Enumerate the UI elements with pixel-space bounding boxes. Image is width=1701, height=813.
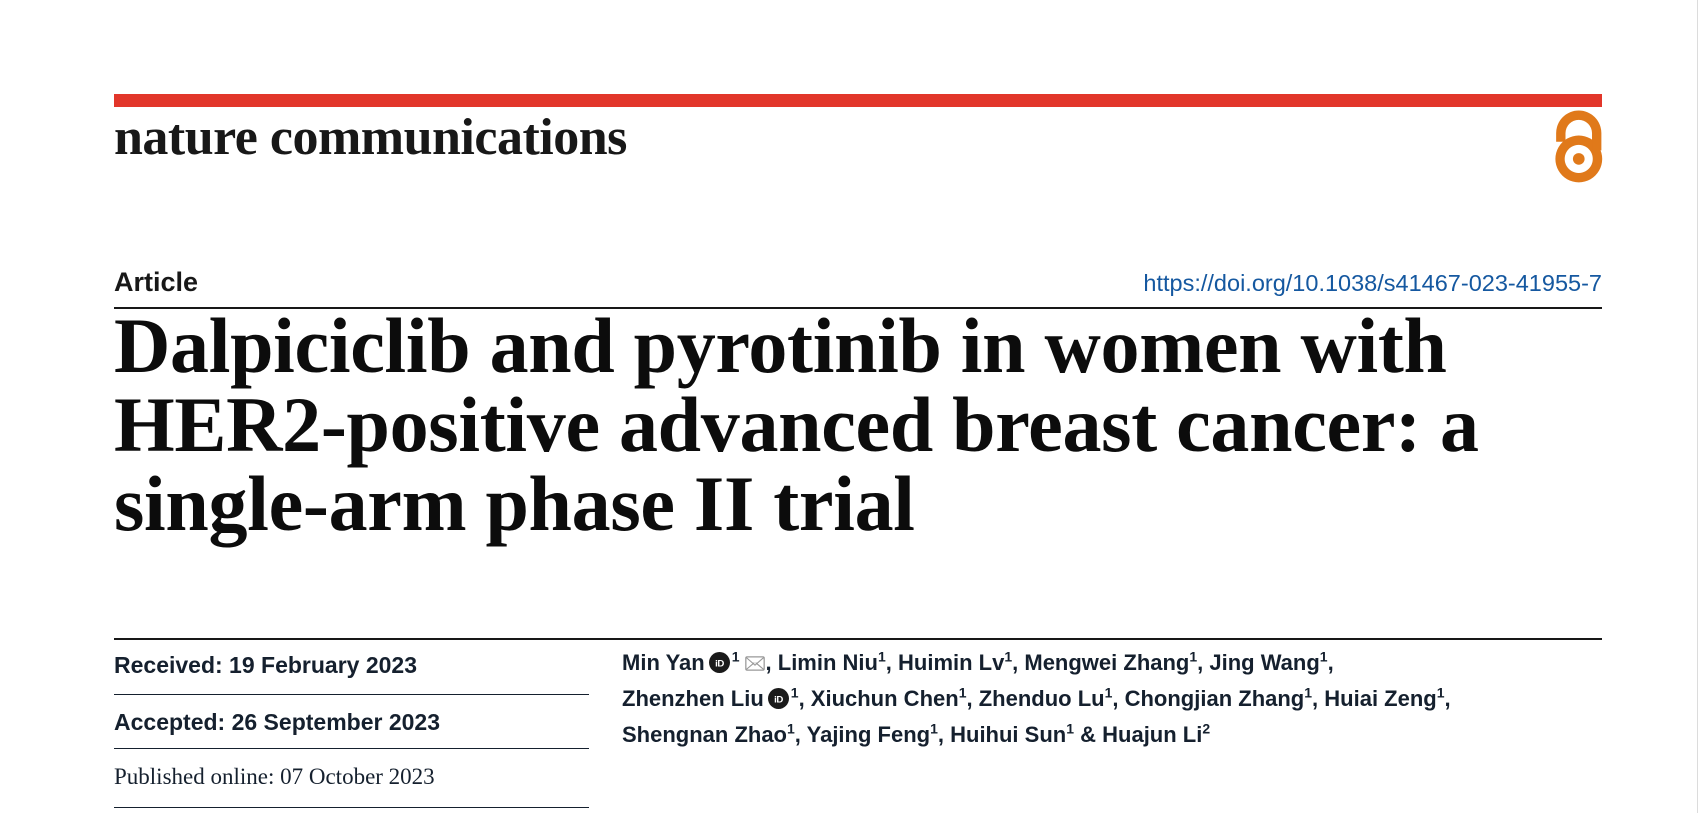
svg-text:iD: iD	[774, 694, 783, 705]
svg-text:iD: iD	[715, 658, 724, 669]
